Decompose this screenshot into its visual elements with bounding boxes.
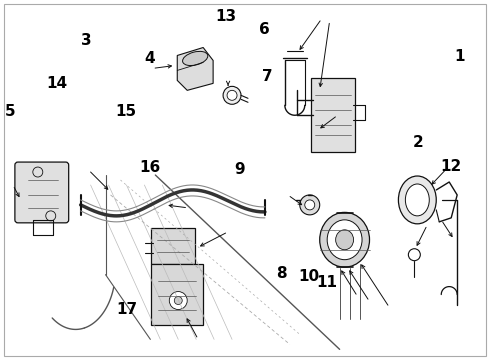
Circle shape: [174, 297, 182, 305]
Text: 11: 11: [317, 275, 338, 290]
FancyBboxPatch shape: [311, 78, 355, 152]
Ellipse shape: [398, 176, 436, 224]
Text: 9: 9: [234, 162, 245, 177]
Text: 15: 15: [115, 104, 136, 120]
FancyBboxPatch shape: [15, 162, 69, 223]
Circle shape: [300, 195, 319, 215]
Circle shape: [305, 200, 315, 210]
FancyBboxPatch shape: [151, 228, 195, 264]
Text: 2: 2: [413, 135, 424, 150]
Text: 1: 1: [455, 49, 465, 64]
Text: 5: 5: [4, 104, 15, 120]
Text: 10: 10: [298, 269, 319, 284]
Ellipse shape: [183, 51, 208, 66]
Text: 13: 13: [215, 9, 236, 24]
Ellipse shape: [319, 212, 369, 267]
Text: 7: 7: [262, 68, 272, 84]
Text: 12: 12: [441, 159, 462, 174]
Ellipse shape: [327, 220, 362, 260]
Text: 14: 14: [47, 76, 68, 91]
Text: 8: 8: [276, 266, 287, 281]
Circle shape: [227, 90, 237, 100]
Polygon shape: [177, 48, 213, 90]
Text: 17: 17: [116, 302, 137, 317]
Ellipse shape: [336, 230, 354, 250]
Text: 3: 3: [81, 33, 92, 48]
Circle shape: [223, 86, 241, 104]
FancyBboxPatch shape: [151, 264, 203, 325]
Circle shape: [169, 292, 187, 310]
Text: 6: 6: [259, 22, 270, 37]
Ellipse shape: [405, 184, 429, 216]
Text: 4: 4: [145, 50, 155, 66]
Text: 16: 16: [139, 160, 160, 175]
